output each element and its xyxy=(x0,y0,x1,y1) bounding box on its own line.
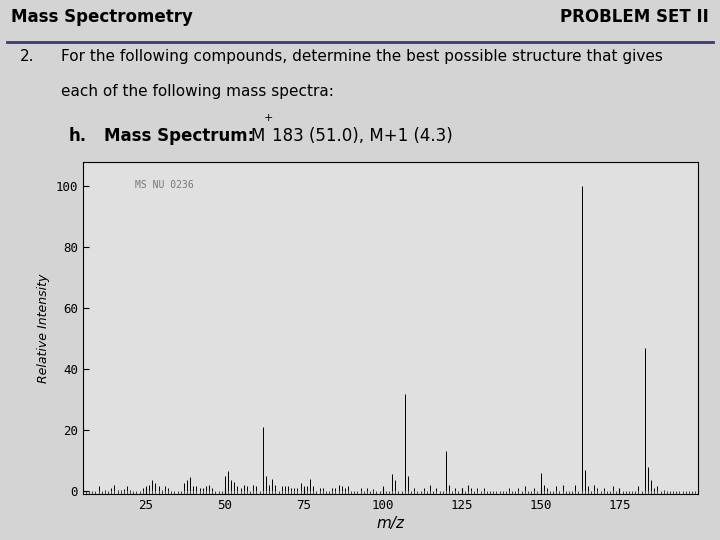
Text: For the following compounds, determine the best possible structure that gives: For the following compounds, determine t… xyxy=(61,49,663,64)
Text: +: + xyxy=(264,113,273,124)
Text: 183 (51.0), M+1 (4.3): 183 (51.0), M+1 (4.3) xyxy=(272,127,453,145)
Text: MS NU 0236: MS NU 0236 xyxy=(135,180,194,190)
Text: Mass Spectrum:: Mass Spectrum: xyxy=(104,127,255,145)
Text: PROBLEM SET II: PROBLEM SET II xyxy=(560,8,709,26)
Text: each of the following mass spectra:: each of the following mass spectra: xyxy=(61,84,334,99)
Text: M: M xyxy=(251,127,265,145)
Y-axis label: Relative Intensity: Relative Intensity xyxy=(37,273,50,383)
X-axis label: m/z: m/z xyxy=(377,516,405,531)
Text: 2.: 2. xyxy=(20,49,35,64)
Text: h.: h. xyxy=(68,127,86,145)
Text: Mass Spectrometry: Mass Spectrometry xyxy=(11,8,193,26)
